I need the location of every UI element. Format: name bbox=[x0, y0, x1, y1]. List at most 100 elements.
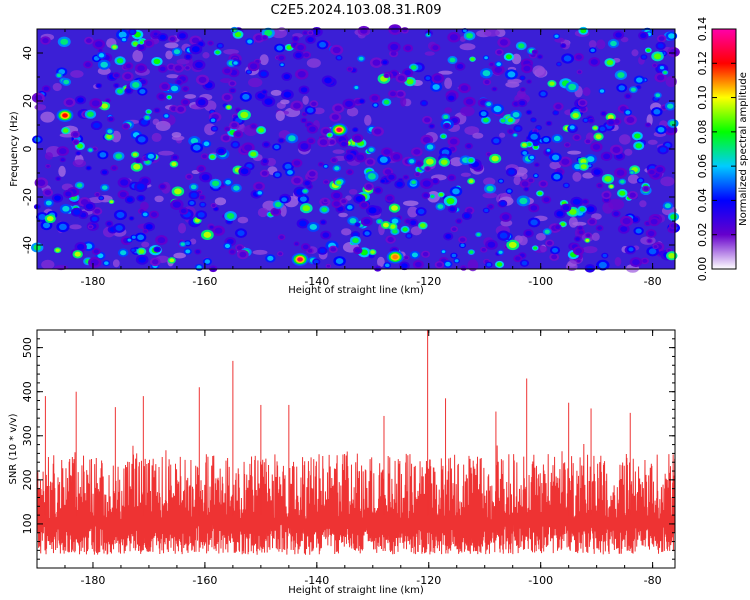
heatmap-cell bbox=[302, 95, 309, 105]
heatmap-cell bbox=[262, 90, 267, 94]
heatmap-cell bbox=[632, 259, 640, 266]
heatmap-cell bbox=[578, 226, 583, 230]
heatmap-cell bbox=[569, 208, 577, 215]
heatmap-cell bbox=[518, 235, 528, 246]
heatmap-cell bbox=[423, 193, 429, 198]
heatmap-cell bbox=[526, 110, 531, 114]
heatmap-cell bbox=[74, 251, 81, 257]
heatmap-cell bbox=[140, 79, 146, 85]
heatmap-cell bbox=[553, 111, 558, 115]
heatmap-cell bbox=[257, 92, 265, 99]
heatmap-cell bbox=[281, 197, 288, 202]
heatmap-cell bbox=[609, 185, 614, 189]
heatmap-cell bbox=[540, 91, 546, 97]
x-tick-label: -80 bbox=[644, 275, 662, 288]
heatmap-cell bbox=[521, 260, 528, 266]
heatmap-cell bbox=[668, 252, 676, 259]
heatmap-cell bbox=[486, 152, 491, 156]
heatmap-cell bbox=[88, 225, 93, 229]
heatmap-cell bbox=[72, 132, 79, 137]
heatmap-cell bbox=[638, 178, 643, 183]
heatmap-cell bbox=[114, 83, 119, 88]
heatmap-cell bbox=[153, 58, 161, 65]
colorbar-tick-label: 0.10 bbox=[696, 85, 709, 110]
spectrogram-ylabel: Frequency (Hz) bbox=[9, 111, 20, 187]
heatmap-cell bbox=[669, 49, 678, 56]
heatmap-cell bbox=[158, 150, 175, 156]
heatmap-cell bbox=[387, 237, 394, 243]
heatmap-cell bbox=[538, 55, 542, 59]
heatmap-cell bbox=[400, 96, 407, 107]
heatmap-cell bbox=[405, 45, 412, 51]
heatmap-cell bbox=[257, 207, 269, 218]
heatmap-cell bbox=[593, 169, 601, 175]
heatmap-cell bbox=[90, 259, 99, 266]
heatmap-cell bbox=[255, 183, 263, 190]
heatmap-cell bbox=[365, 184, 372, 189]
heatmap-cell bbox=[190, 137, 199, 144]
heatmap-cell bbox=[575, 248, 582, 254]
heatmap-cell bbox=[445, 234, 452, 239]
heatmap-cell bbox=[334, 105, 342, 112]
heatmap-cell bbox=[138, 44, 145, 50]
heatmap-cell bbox=[460, 243, 465, 247]
heatmap-cell bbox=[118, 31, 127, 38]
heatmap-cell bbox=[537, 191, 543, 196]
heatmap-cell bbox=[529, 155, 535, 160]
heatmap-cell bbox=[496, 262, 503, 267]
heatmap-cell bbox=[401, 263, 408, 269]
heatmap-cell bbox=[195, 61, 203, 69]
heatmap-cell bbox=[211, 180, 220, 187]
heatmap-cell bbox=[383, 149, 391, 155]
heatmap-cell bbox=[77, 243, 85, 250]
heatmap-cell bbox=[610, 40, 617, 47]
heatmap-cell bbox=[597, 183, 602, 188]
heatmap-cell bbox=[352, 237, 359, 244]
heatmap-cell bbox=[263, 142, 269, 147]
heatmap-cell bbox=[432, 45, 439, 51]
heatmap-cell bbox=[208, 41, 213, 45]
colorbar-tick-label: 0.14 bbox=[696, 17, 709, 42]
heatmap-cell bbox=[165, 50, 173, 60]
heatmap-cell bbox=[176, 80, 182, 85]
heatmap-cell bbox=[174, 188, 182, 195]
heatmap-cell bbox=[540, 181, 547, 187]
heatmap-cell bbox=[441, 134, 446, 139]
heatmap-cell bbox=[469, 250, 474, 254]
heatmap-cell bbox=[98, 49, 103, 52]
heatmap-cell bbox=[466, 32, 474, 39]
heatmap-cell bbox=[224, 243, 231, 249]
heatmap-cell bbox=[483, 177, 496, 186]
colorbar-ticks: 0.00 0.02 0.04 0.06 0.08 0.10 0.12 0.14 bbox=[696, 17, 736, 281]
heatmap-cell bbox=[171, 161, 177, 167]
heatmap-cell bbox=[308, 171, 316, 177]
x-tick-label: -100 bbox=[528, 574, 553, 587]
heatmap-cell bbox=[406, 234, 412, 238]
heatmap-cell bbox=[499, 179, 503, 183]
heatmap-cell bbox=[502, 214, 510, 220]
heatmap-cell bbox=[409, 159, 415, 164]
heatmap-cell bbox=[76, 143, 83, 149]
heatmap-cell bbox=[499, 39, 508, 46]
heatmap-cell bbox=[308, 31, 313, 35]
heatmap-cell bbox=[117, 88, 123, 94]
heatmap-cell bbox=[198, 76, 207, 83]
heatmap-cell bbox=[332, 46, 341, 54]
heatmap-cell bbox=[109, 200, 114, 204]
spectrogram-frame bbox=[36, 28, 676, 270]
heatmap-cell bbox=[300, 87, 308, 93]
heatmap-cell bbox=[449, 57, 456, 63]
heatmap-cell bbox=[102, 170, 108, 175]
heatmap-cell bbox=[653, 245, 658, 249]
heatmap-cell bbox=[508, 129, 513, 134]
heatmap-cell bbox=[653, 109, 661, 115]
heatmap-cell bbox=[176, 58, 190, 65]
heatmap-cell bbox=[549, 81, 555, 86]
heatmap-cell bbox=[664, 203, 671, 209]
heatmap-cell bbox=[377, 219, 382, 224]
heatmap-cell bbox=[513, 133, 517, 137]
heatmap-cell bbox=[297, 44, 305, 51]
heatmap-cell bbox=[437, 204, 444, 209]
heatmap-cell bbox=[449, 138, 458, 145]
heatmap-cell bbox=[616, 169, 625, 176]
